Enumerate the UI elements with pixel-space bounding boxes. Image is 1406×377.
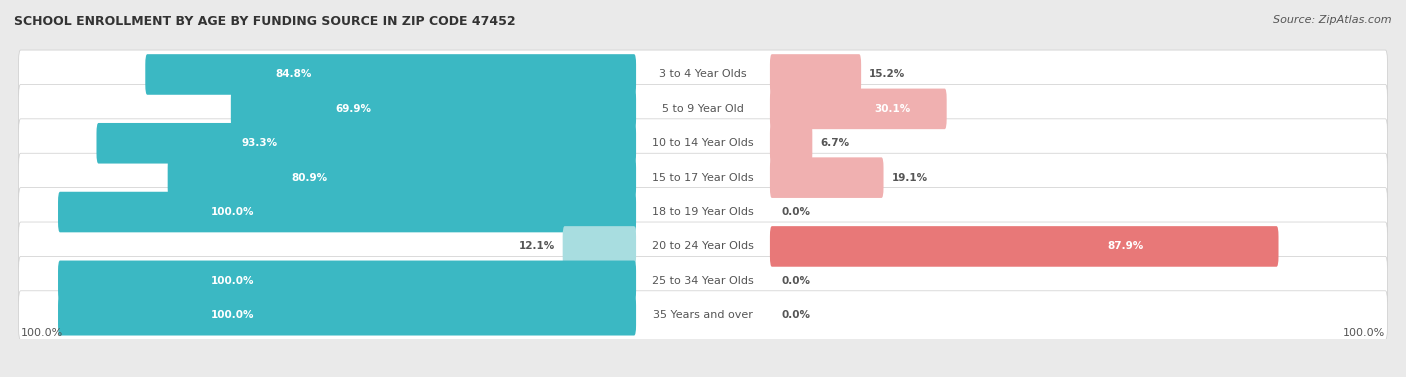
FancyBboxPatch shape	[770, 123, 813, 164]
FancyBboxPatch shape	[770, 89, 946, 129]
Text: 100.0%: 100.0%	[21, 328, 63, 337]
Text: 87.9%: 87.9%	[1107, 241, 1143, 251]
FancyBboxPatch shape	[58, 192, 636, 232]
Text: 5 to 9 Year Old: 5 to 9 Year Old	[662, 104, 744, 114]
FancyBboxPatch shape	[231, 89, 636, 129]
FancyBboxPatch shape	[770, 157, 883, 198]
FancyBboxPatch shape	[770, 226, 1278, 267]
Text: 19.1%: 19.1%	[891, 173, 928, 182]
FancyBboxPatch shape	[97, 123, 636, 164]
FancyBboxPatch shape	[167, 157, 636, 198]
FancyBboxPatch shape	[770, 54, 860, 95]
Text: 0.0%: 0.0%	[782, 207, 811, 217]
Text: 30.1%: 30.1%	[875, 104, 911, 114]
FancyBboxPatch shape	[58, 295, 636, 336]
Text: 10 to 14 Year Olds: 10 to 14 Year Olds	[652, 138, 754, 148]
Text: Source: ZipAtlas.com: Source: ZipAtlas.com	[1274, 15, 1392, 25]
Text: SCHOOL ENROLLMENT BY AGE BY FUNDING SOURCE IN ZIP CODE 47452: SCHOOL ENROLLMENT BY AGE BY FUNDING SOUR…	[14, 15, 516, 28]
FancyBboxPatch shape	[18, 119, 1388, 168]
Text: 12.1%: 12.1%	[519, 241, 555, 251]
Text: 15.2%: 15.2%	[869, 69, 905, 80]
Text: 93.3%: 93.3%	[240, 138, 277, 148]
Text: 100.0%: 100.0%	[1343, 328, 1385, 337]
Text: 25 to 34 Year Olds: 25 to 34 Year Olds	[652, 276, 754, 286]
FancyBboxPatch shape	[18, 256, 1388, 305]
Text: 6.7%: 6.7%	[820, 138, 849, 148]
Text: 69.9%: 69.9%	[335, 104, 371, 114]
FancyBboxPatch shape	[18, 50, 1388, 99]
Text: 18 to 19 Year Olds: 18 to 19 Year Olds	[652, 207, 754, 217]
FancyBboxPatch shape	[18, 84, 1388, 133]
FancyBboxPatch shape	[145, 54, 636, 95]
Text: 15 to 17 Year Olds: 15 to 17 Year Olds	[652, 173, 754, 182]
FancyBboxPatch shape	[18, 153, 1388, 202]
Legend: Public School, Private School: Public School, Private School	[589, 375, 817, 377]
Text: 84.8%: 84.8%	[276, 69, 312, 80]
FancyBboxPatch shape	[58, 261, 636, 301]
Text: 20 to 24 Year Olds: 20 to 24 Year Olds	[652, 241, 754, 251]
Text: 100.0%: 100.0%	[211, 276, 254, 286]
Text: 0.0%: 0.0%	[782, 276, 811, 286]
Text: 100.0%: 100.0%	[211, 207, 254, 217]
FancyBboxPatch shape	[562, 226, 636, 267]
Text: 35 Years and over: 35 Years and over	[652, 310, 754, 320]
Text: 0.0%: 0.0%	[782, 310, 811, 320]
FancyBboxPatch shape	[18, 188, 1388, 236]
Text: 3 to 4 Year Olds: 3 to 4 Year Olds	[659, 69, 747, 80]
Text: 80.9%: 80.9%	[291, 173, 328, 182]
FancyBboxPatch shape	[18, 222, 1388, 271]
Text: 100.0%: 100.0%	[211, 310, 254, 320]
FancyBboxPatch shape	[18, 291, 1388, 340]
